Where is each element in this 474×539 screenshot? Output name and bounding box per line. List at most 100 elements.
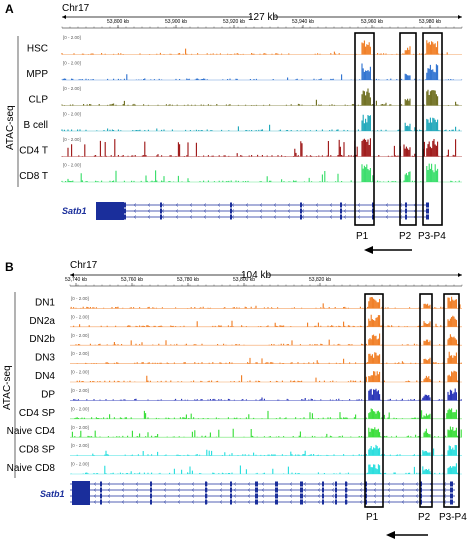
panel-a-direction-arrow — [364, 246, 412, 254]
track-label: MPP — [26, 69, 48, 80]
panel-a-letter: A — [5, 2, 14, 16]
signal-peaks — [73, 388, 462, 401]
track-label: DN2b — [29, 334, 55, 345]
track-range-label: [0 - 2.00] — [71, 443, 89, 448]
track-hsc: HSC [0 - 2.00] — [27, 35, 462, 55]
panel-b-gene-label: Satb1 — [40, 489, 65, 499]
track-dn3: DN3 [0 - 2.00] — [35, 351, 462, 364]
ruler-tick-label: 53,780 kb — [177, 277, 199, 283]
track-range-label: [0 - 2.00] — [63, 112, 81, 117]
track-range-label: [0 - 2.00] — [63, 61, 81, 66]
track-cd8-t: CD8 T [0 - 2.00] — [19, 163, 462, 183]
panel-b-satb1-gene-model — [70, 481, 455, 505]
signal-peaks — [70, 296, 461, 309]
signal-peaks — [73, 314, 457, 327]
panel-a-regions: P1 P2 P3-P4 — [354, 32, 446, 242]
panel-a-satb1-gene-model — [96, 202, 429, 220]
track-range-label: [0 - 2.00] — [71, 462, 89, 467]
panel-a-chrom-label: Chr17 — [62, 3, 90, 14]
track-dn4: DN4 [0 - 2.00] — [35, 370, 462, 383]
ruler-tick-label: 53,900 kb — [165, 19, 187, 25]
panel-b-direction-arrow — [386, 531, 428, 539]
panel-a-ruler: 53,800 kb 53,900 kb 53,920 kb 53,940 kb 53,9… — [61, 19, 463, 29]
signal-peaks — [76, 370, 459, 382]
panel-b-scale-bar: 104 kb — [70, 268, 462, 281]
signal-peaks — [74, 408, 457, 419]
panel-a-region-p3-p4-label: P3-P4 — [418, 231, 446, 242]
track-cd4-t: CD4 T [0 - 2.00] — [19, 137, 462, 157]
signal-peaks — [61, 163, 460, 182]
track-label: CD4 SP — [19, 408, 55, 419]
panel-b-atac-seq-group: ATAC-seq — [2, 292, 16, 478]
track-cd4-sp: CD4 SP [0 - 2.00] — [19, 406, 462, 420]
track-label: Naive CD8 — [7, 463, 56, 474]
track-label: HSC — [27, 44, 48, 55]
signal-peaks — [71, 426, 462, 438]
track-label: DN1 — [35, 297, 55, 308]
panel-a-region-p1-box — [354, 32, 375, 226]
track-range-label: [0 - 2.00] — [71, 351, 89, 356]
signal-peaks — [61, 40, 448, 55]
track-range-label: [0 - 2.00] — [63, 163, 81, 168]
track-range-label: [0 - 2.00] — [71, 406, 89, 411]
panel-b-chrom-label: Chr17 — [70, 260, 98, 271]
track-range-label: [0 - 2.00] — [63, 35, 81, 40]
track-range-label: [0 - 2.00] — [71, 314, 89, 319]
track-range-label: [0 - 2.00] — [71, 333, 89, 338]
track-clp: CLP [0 - 2.00] — [29, 86, 462, 106]
panel-b-tracks: DN1 [0 - 2.00] DN2a [0 - 2.00] DN2b [0 - 2.00… — [7, 296, 462, 475]
track-dp: DP [0 - 2.00] — [41, 388, 462, 401]
track-label: CLP — [29, 95, 49, 106]
signal-peaks — [75, 333, 460, 346]
track-range-label: [0 - 2.00] — [63, 137, 81, 142]
track-mpp: MPP [0 - 2.00] — [26, 61, 463, 81]
track-label: DP — [41, 389, 55, 400]
ruler-tick-label: 53,800 kb — [107, 19, 129, 25]
panel-a-gene-label: Satb1 — [62, 206, 87, 216]
panel-b-regions: P1 P2 P3-P4 — [364, 293, 467, 523]
signal-peaks — [70, 463, 459, 474]
ruler-tick-label: 53,800 kb — [233, 277, 255, 283]
ruler-tick-label: 53,960 kb — [361, 19, 383, 25]
track-naive-cd8: Naive CD8 [0 - 2.00] — [7, 462, 462, 475]
ruler-tick-label: 53,940 kb — [292, 19, 314, 25]
signal-peaks — [76, 444, 457, 456]
signal-peaks — [61, 88, 459, 106]
ruler-tick-label: 53,760 kb — [121, 277, 143, 283]
track-label: B cell — [24, 120, 48, 131]
ruler-tick-label: 53,920 kb — [223, 19, 245, 25]
track-label: CD4 T — [19, 146, 48, 157]
track-b-cell: B cell [0 - 2.00] — [24, 112, 462, 132]
panel-a-tracks: HSC[0 - 2.00]MPP[0 - 2.00]CLP[0 - 2.00]B… — [19, 35, 463, 183]
panel-a-region-p2-label: P2 — [399, 231, 412, 242]
track-range-label: [0 - 2.00] — [71, 388, 89, 393]
panel-b-region-p2-box — [419, 293, 433, 508]
panel-a-atac-seq-label: ATAC-seq — [5, 105, 16, 150]
panel-a-region-p2-box — [399, 32, 417, 226]
panel-a-atac-seq-group: ATAC-seq — [5, 36, 19, 187]
panel-b-region-p1-box — [364, 293, 384, 508]
panel-b-region-p1-label: P1 — [366, 512, 379, 523]
ruler-tick-label: 53,740 kb — [65, 277, 87, 283]
panel-b-span-label: 104 kb — [241, 270, 271, 281]
ruler-tick-label: 53,980 kb — [419, 19, 441, 25]
track-cd8-sp: CD8 SP [0 - 2.00] — [19, 443, 462, 456]
panel-b-ruler: 53,740 kb 53,760 kb 53,780 kb 53,800 kb 53,8… — [65, 277, 463, 287]
track-label: DN2a — [29, 316, 55, 327]
panel-b-letter: B — [5, 260, 14, 274]
signal-peaks — [76, 351, 462, 364]
panel-b-atac-seq-label: ATAC-seq — [2, 365, 13, 410]
panel-b-region-p2-label: P2 — [418, 512, 431, 523]
panel-b-region-p3-p4-box — [443, 293, 460, 508]
track-range-label: [0 - 2.00] — [71, 296, 89, 301]
panel-a: A Chr17 127 kb 53,800 kb 53,900 kb 53,920 … — [5, 2, 463, 254]
signal-peaks — [61, 138, 457, 157]
track-label: CD8 T — [19, 171, 48, 182]
track-dn1: DN1 [0 - 2.00] — [35, 296, 462, 309]
panel-a-region-p3-p4-box — [422, 32, 443, 226]
track-range-label: [0 - 2.00] — [63, 86, 81, 91]
track-dn2b: DN2b [0 - 2.00] — [29, 333, 462, 346]
panel-b: B Chr17 104 kb 53,740 kb 53,760 kb 53,780 … — [2, 260, 467, 539]
panel-a-span-label: 127 kb — [248, 12, 278, 23]
